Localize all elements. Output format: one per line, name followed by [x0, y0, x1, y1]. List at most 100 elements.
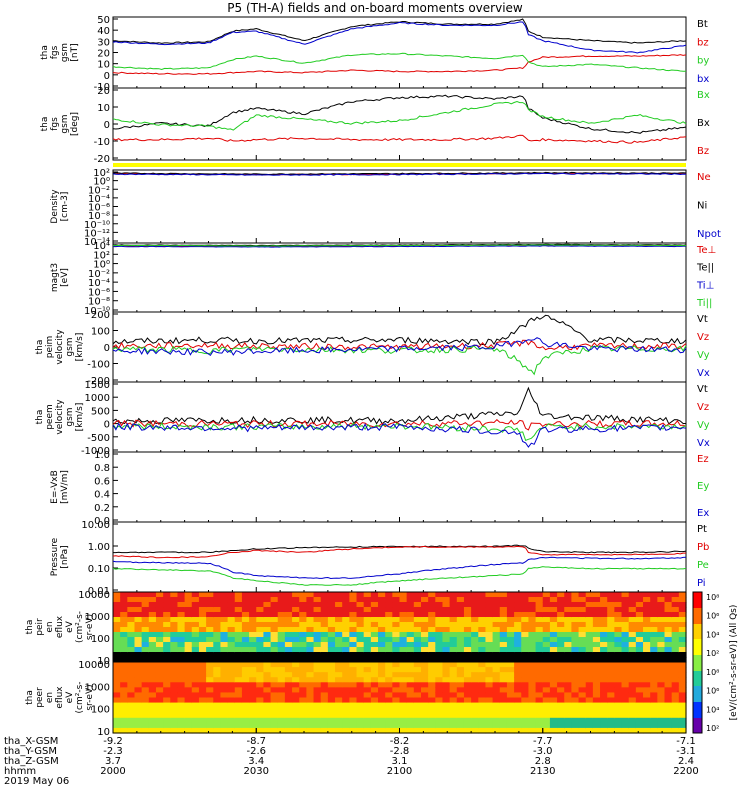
heatmap-cell [148, 597, 157, 603]
colorbar-cell [693, 626, 702, 628]
heatmap-cell [463, 607, 472, 613]
y-tick-label: 0 [104, 71, 110, 82]
heatmap-cell [155, 672, 164, 678]
colorbar-cell [693, 619, 702, 621]
heatmap-cell [514, 642, 522, 648]
y-axis-label: [mV/m] [60, 470, 70, 504]
heatmap-cell [120, 712, 128, 719]
heatmap-cell [177, 692, 186, 699]
heatmap-cell [628, 592, 637, 598]
heatmap-cell [313, 602, 322, 608]
colorbar-cell [693, 655, 702, 657]
heatmap-cell [163, 602, 171, 608]
colorbar-tick: 10⁴ [706, 705, 719, 714]
heatmap-cell [557, 637, 565, 643]
colorbar-cell [693, 634, 702, 636]
heatmap-cell [363, 707, 372, 714]
heatmap-cell [506, 602, 515, 608]
heatmap-cell [134, 652, 143, 658]
heatmap-cell [191, 647, 200, 653]
heatmap-cell [664, 712, 673, 719]
heatmap-cell [600, 632, 608, 638]
heatmap-cell [657, 657, 666, 663]
heatmap-cell [578, 712, 587, 719]
heatmap-cell [120, 602, 128, 608]
colorbar-cell [693, 683, 702, 685]
heatmap-cell [621, 667, 630, 673]
heatmap-cell [141, 592, 150, 598]
heatmap-cell [592, 677, 601, 683]
heatmap-cell [564, 652, 572, 658]
heatmap-cell [506, 702, 515, 709]
x-tick-label: 3.1 [392, 756, 408, 767]
heatmap-cell [292, 727, 300, 734]
heatmap-cell [342, 687, 350, 694]
heatmap-cell [234, 597, 243, 603]
colorbar-cell [693, 616, 702, 618]
colorbar-cell [693, 699, 702, 701]
heatmap-cell [256, 652, 265, 658]
heatmap-cell [306, 667, 315, 673]
heatmap-cell [256, 707, 265, 714]
heatmap-cell [614, 627, 623, 633]
heatmap-cell [198, 717, 207, 724]
heatmap-cell [678, 697, 687, 704]
heatmap-cell [449, 707, 458, 714]
heatmap-cell [442, 682, 451, 688]
heatmap-cell [155, 642, 164, 648]
heatmap-cell [485, 612, 494, 618]
heatmap-cell [335, 677, 343, 683]
heatmap-cell [643, 632, 651, 638]
heatmap-cell [442, 707, 451, 714]
heatmap-cell [198, 667, 207, 673]
heatmap-cell [585, 627, 594, 633]
heatmap-cell [249, 597, 257, 603]
heatmap-cell [607, 697, 615, 704]
series-ti⊥ [113, 245, 686, 248]
colorbar-cell [693, 646, 702, 648]
heatmap-cell [335, 682, 343, 688]
heatmap-cell [392, 627, 401, 633]
heatmap-cell [650, 602, 658, 608]
heatmap-cell [456, 667, 465, 673]
heatmap-cell [413, 707, 422, 714]
heatmap-cell [299, 697, 307, 704]
heatmap-cell [256, 637, 265, 643]
heatmap-cell [456, 652, 465, 658]
figure-title: P5 (TH-A) fields and on-board moments ov… [227, 1, 523, 15]
heatmap-cell [571, 632, 580, 638]
heatmap-cell [456, 657, 465, 663]
colorbar-cell [693, 654, 702, 656]
heatmap-cell [428, 607, 436, 613]
heatmap-cell [270, 607, 279, 613]
colorbar-cell [693, 632, 702, 634]
colorbar-cell [693, 602, 702, 604]
heatmap-cell [113, 617, 121, 623]
heatmap-cell [499, 727, 508, 734]
heatmap-cell [628, 662, 637, 668]
heatmap-cell [306, 702, 315, 709]
heatmap-cell [535, 652, 544, 658]
heatmap-cell [342, 717, 350, 724]
heatmap-cell [292, 667, 300, 673]
heatmap-cell [392, 602, 401, 608]
heatmap-cell [578, 667, 587, 673]
heatmap-cell [370, 712, 379, 719]
heatmap-cell [127, 662, 136, 668]
heatmap-cell [578, 717, 587, 724]
heatmap-cell [356, 592, 365, 598]
y-tick-label: 10⁴ [93, 241, 110, 252]
heatmap-cell [163, 712, 171, 719]
heatmap-cell [349, 602, 358, 608]
heatmap-cell [413, 727, 422, 734]
y-tick-label: 10000 [78, 590, 110, 601]
heatmap-cell [521, 722, 530, 729]
heatmap-cell [148, 592, 157, 598]
heatmap-cell [635, 617, 644, 623]
heatmap-cell [292, 622, 300, 628]
y-tick-label: 10² [93, 250, 110, 261]
heatmap-cell [313, 632, 322, 638]
heatmap-cell [213, 692, 222, 699]
heatmap-cell [499, 717, 508, 724]
heatmap-cell [163, 627, 171, 633]
